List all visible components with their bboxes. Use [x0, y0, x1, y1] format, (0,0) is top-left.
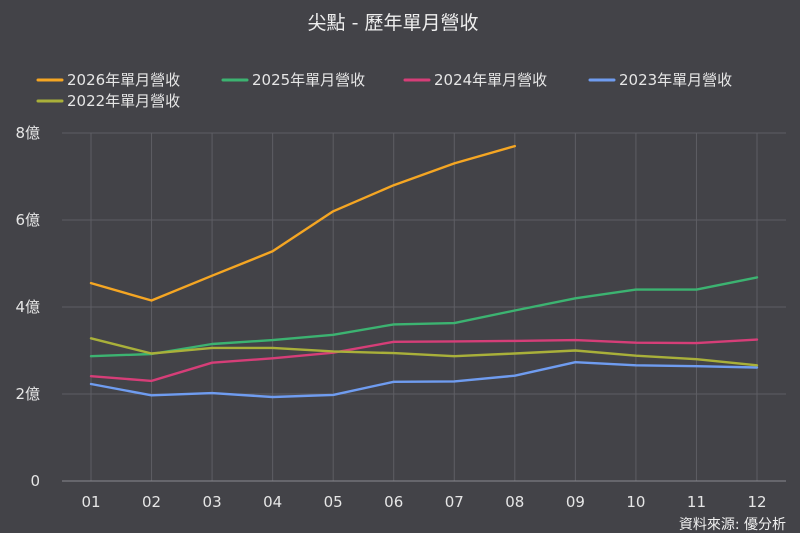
y-axis-ticks: 0 2億 4億 6億 8億: [15, 124, 40, 490]
x-tick-label: 11: [687, 493, 706, 511]
x-tick-label: 03: [203, 493, 222, 511]
y-tick-label: 0: [30, 472, 40, 490]
y-tick-label: 6億: [15, 211, 40, 229]
y-tick-label: 2億: [15, 385, 40, 403]
legend-item: 2025年單月營收: [221, 71, 365, 89]
legend-label: 2025年單月營收: [252, 71, 365, 89]
x-tick-label: 09: [566, 493, 585, 511]
x-tick-label: 05: [324, 493, 343, 511]
series-line-2023: [89, 361, 759, 399]
legend-item: 2022年單月營收: [36, 92, 180, 110]
x-tick-label: 07: [445, 493, 464, 511]
x-tick-label: 04: [263, 493, 282, 511]
y-tick-label: 8億: [15, 124, 40, 142]
series-line-2026: [89, 144, 516, 302]
legend-label: 2023年單月營收: [619, 71, 732, 89]
chart-title: 尖點 - 歷年單月營收: [308, 12, 479, 34]
legend-item: 2023年單月營收: [588, 71, 732, 89]
legend: 2026年單月營收 2025年單月營收 2024年單月營收 2023年單月營收 2022…: [36, 71, 732, 110]
source-note: 資料來源: 優分析: [679, 517, 786, 533]
series-line-2024: [89, 338, 759, 383]
legend-label: 2022年單月營收: [67, 92, 180, 110]
x-tick-label: 10: [626, 493, 645, 511]
legend-label: 2024年單月營收: [434, 71, 547, 89]
x-tick-label: 01: [81, 493, 100, 511]
x-tick-label: 12: [747, 493, 766, 511]
series-line-2025: [89, 276, 759, 358]
x-axis-ticks: 01 02 03 04 05 06 07 08 09 10 11 12: [81, 493, 766, 511]
grid: [62, 132, 786, 482]
x-tick-label: 02: [142, 493, 161, 511]
x-tick-label: 06: [384, 493, 403, 511]
series-group: [89, 144, 759, 399]
legend-label: 2026年單月營收: [67, 71, 180, 89]
series-line-2022: [89, 337, 759, 367]
legend-item: 2026年單月營收: [36, 71, 180, 89]
legend-item: 2024年單月營收: [403, 71, 547, 89]
x-tick-label: 08: [505, 493, 524, 511]
y-tick-label: 4億: [15, 298, 40, 316]
